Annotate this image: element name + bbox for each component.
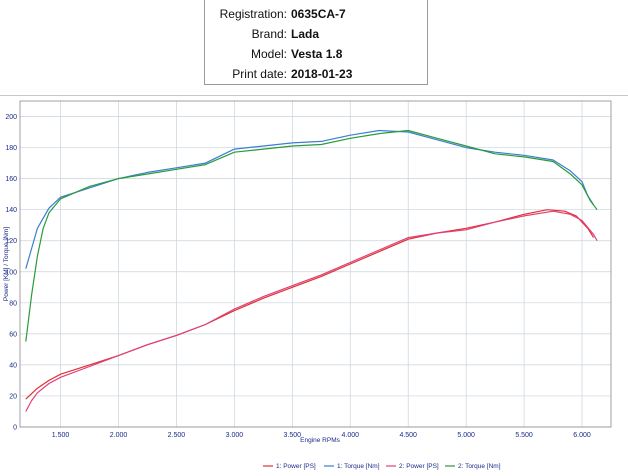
registration-row: Registration: 0635CA-7 [205,7,427,27]
series-layer [25,129,598,412]
dyno-chart-frame [0,95,628,476]
y-tick-label: 40 [9,362,17,369]
legend-label-2: 1: Torque [Nm] [337,463,380,470]
model-value: Vesta 1.8 [291,47,343,61]
x-tick-label: 1.500 [52,432,70,439]
y-tick-label: 120 [5,238,17,245]
x-tick-label: 6.000 [573,432,591,439]
registration-label: Registration: [219,7,287,21]
series-line-2 [25,129,595,269]
y-tick-label: 0 [13,425,17,432]
x-tick-label: 5.500 [515,432,533,439]
print-date-label: Print date: [232,67,287,81]
x-tick-label: 2.500 [168,432,186,439]
series-line-3 [25,210,598,412]
y-tick-label: 180 [5,145,17,152]
tick-layer: 1.500 2.000 2.500 3.000 3.500 4.000 4.500 5.000… [5,114,591,439]
model-label: Model: [250,47,287,61]
print-date-row: Print date: 2018-01-23 [205,67,427,87]
vehicle-info-box: Registration: 0635CA-7 Brand: Lada Model… [204,0,428,85]
model-row: Model: Vesta 1.8 [205,47,427,67]
print-date-value: 2018-01-23 [291,67,353,81]
y-axis-title: Power [KM] / Torque [Nm] [3,227,10,301]
y-tick-label: 140 [5,207,17,214]
grid-layer [20,101,611,428]
y-tick-label: 80 [9,300,17,307]
legend-label-1: 1: Power [PS] [276,463,316,470]
y-tick-label: 100 [5,269,17,276]
y-tick-label: 20 [9,393,17,400]
plot-area-border [19,100,612,428]
brand-label: Brand: [251,27,287,41]
series-line-4 [25,129,598,342]
x-axis-title: Engine RPMs [300,437,340,444]
series-line-1 [25,209,595,400]
x-tick-label: 5.000 [457,432,475,439]
x-tick-label: 3.000 [226,432,244,439]
brand-value: Lada [291,27,320,41]
x-tick-label: 4.500 [399,432,417,439]
legend-label-3: 2: Power [PS] [399,463,439,470]
x-tick-label: 3.500 [284,432,302,439]
brand-row: Brand: Lada [205,27,427,47]
x-tick-label: 4.000 [341,432,359,439]
registration-value: 0635CA-7 [291,7,346,21]
x-tick-label: 2.000 [110,432,128,439]
y-tick-label: 160 [5,176,17,183]
y-tick-label: 200 [5,114,17,121]
legend: 1: Power [PS] 1: Torque [Nm] 2: Power [PS]… [263,463,501,470]
legend-label-4: 2: Torque [Nm] [458,463,501,470]
y-tick-label: 60 [9,331,17,338]
